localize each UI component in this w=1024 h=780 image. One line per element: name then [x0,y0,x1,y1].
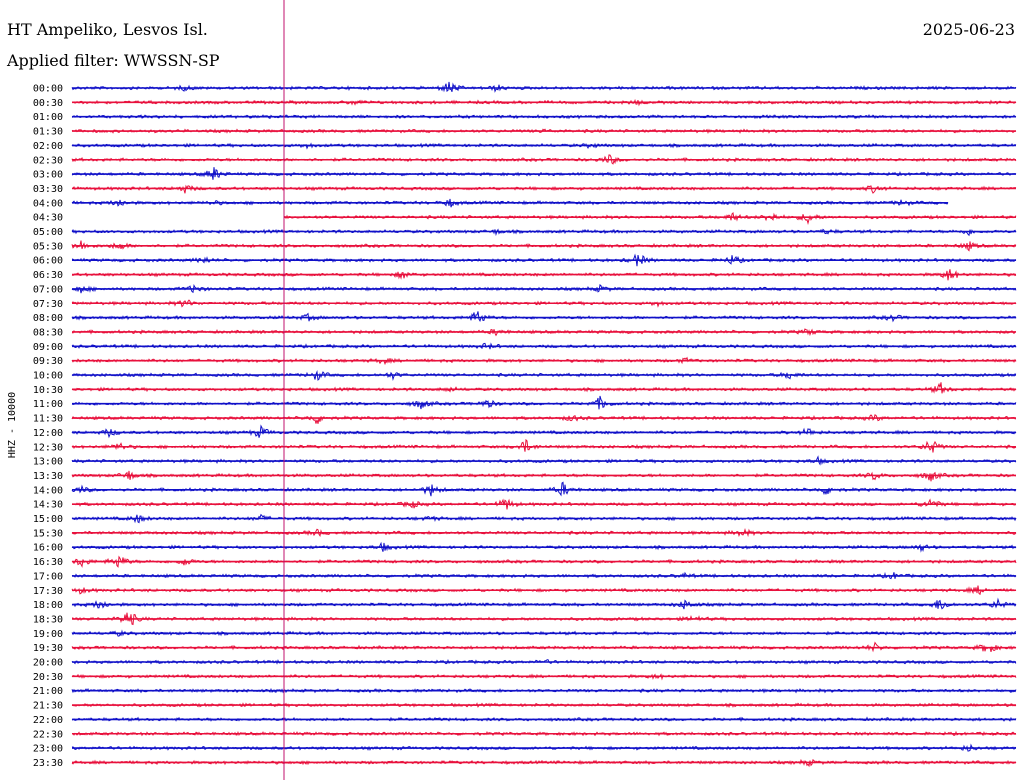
trace-line [71,382,1017,394]
trace-line [71,369,1017,381]
tick-label: 15:00 [33,514,63,525]
tick-label: 17:30 [33,586,63,597]
tick-label: 16:30 [33,557,63,568]
tick-label: 12:30 [33,442,63,453]
trace-line [71,414,1017,424]
filter-label: Applied filter: WWSSN-SP [7,51,220,70]
tick-label: 07:00 [33,284,63,295]
tick-label: 04:30 [33,213,63,224]
tick-label: 09:30 [33,356,63,367]
tick-label: 15:30 [33,528,63,539]
tick-label: 18:30 [33,614,63,625]
tick-label: 01:00 [33,112,63,123]
tick-label: 00:30 [33,98,63,109]
tick-label: 23:00 [33,744,63,755]
tick-label: 21:00 [33,686,63,697]
tick-label: 13:30 [33,471,63,482]
tick-label: 10:00 [33,371,63,382]
trace-line [71,184,1017,194]
trace-line [71,228,1017,237]
tick-label: 20:00 [33,658,63,669]
tick-label: 05:00 [33,227,63,238]
tick-label: 19:30 [33,643,63,654]
tick-label: 14:00 [33,485,63,496]
tick-label: 08:00 [33,313,63,324]
channel-label: HHZ - 10000 [7,392,18,458]
tick-label: 05:30 [33,241,63,252]
tick-label: 17:00 [33,571,63,582]
record-date: 2025-06-23 [922,20,1015,39]
tick-label: 11:30 [33,414,63,425]
tick-label: 00:00 [33,84,63,95]
tick-label: 03:30 [33,184,63,195]
tick-label: 01:30 [33,127,63,138]
trace-line [71,81,1017,93]
tick-label: 23:30 [33,758,63,769]
tick-label: 11:00 [33,399,63,410]
trace-line [71,395,1017,410]
tick-label: 19:00 [33,629,63,640]
tick-label: 13:00 [33,457,63,468]
tick-label: 03:00 [33,170,63,181]
tick-label: 02:30 [33,155,63,166]
trace-line [71,311,1017,323]
tick-group: 00:00 00:30 01:00 01:30 02:00 02:30 03:00 03:30… [33,84,63,769]
tick-label: 02:00 [33,141,63,152]
tick-label: 20:30 [33,672,63,683]
station-title: HT Ampeliko, Lesvos Isl. [7,20,208,39]
tick-label: 06:00 [33,256,63,267]
tick-label: 22:30 [33,729,63,740]
tick-label: 18:00 [33,600,63,611]
tick-label: 04:00 [33,198,63,209]
tick-label: 21:30 [33,701,63,712]
tick-label: 10:30 [33,385,63,396]
tick-label: 14:30 [33,500,63,511]
tick-label: 08:30 [33,327,63,338]
tick-label: 07:30 [33,299,63,310]
tick-label: 12:00 [33,428,63,439]
tick-label: 16:00 [33,543,63,554]
trace-line [283,211,1017,226]
tick-label: 22:00 [33,715,63,726]
tick-label: 09:00 [33,342,63,353]
tick-label: 06:30 [33,270,63,281]
trace-group [71,81,1017,768]
